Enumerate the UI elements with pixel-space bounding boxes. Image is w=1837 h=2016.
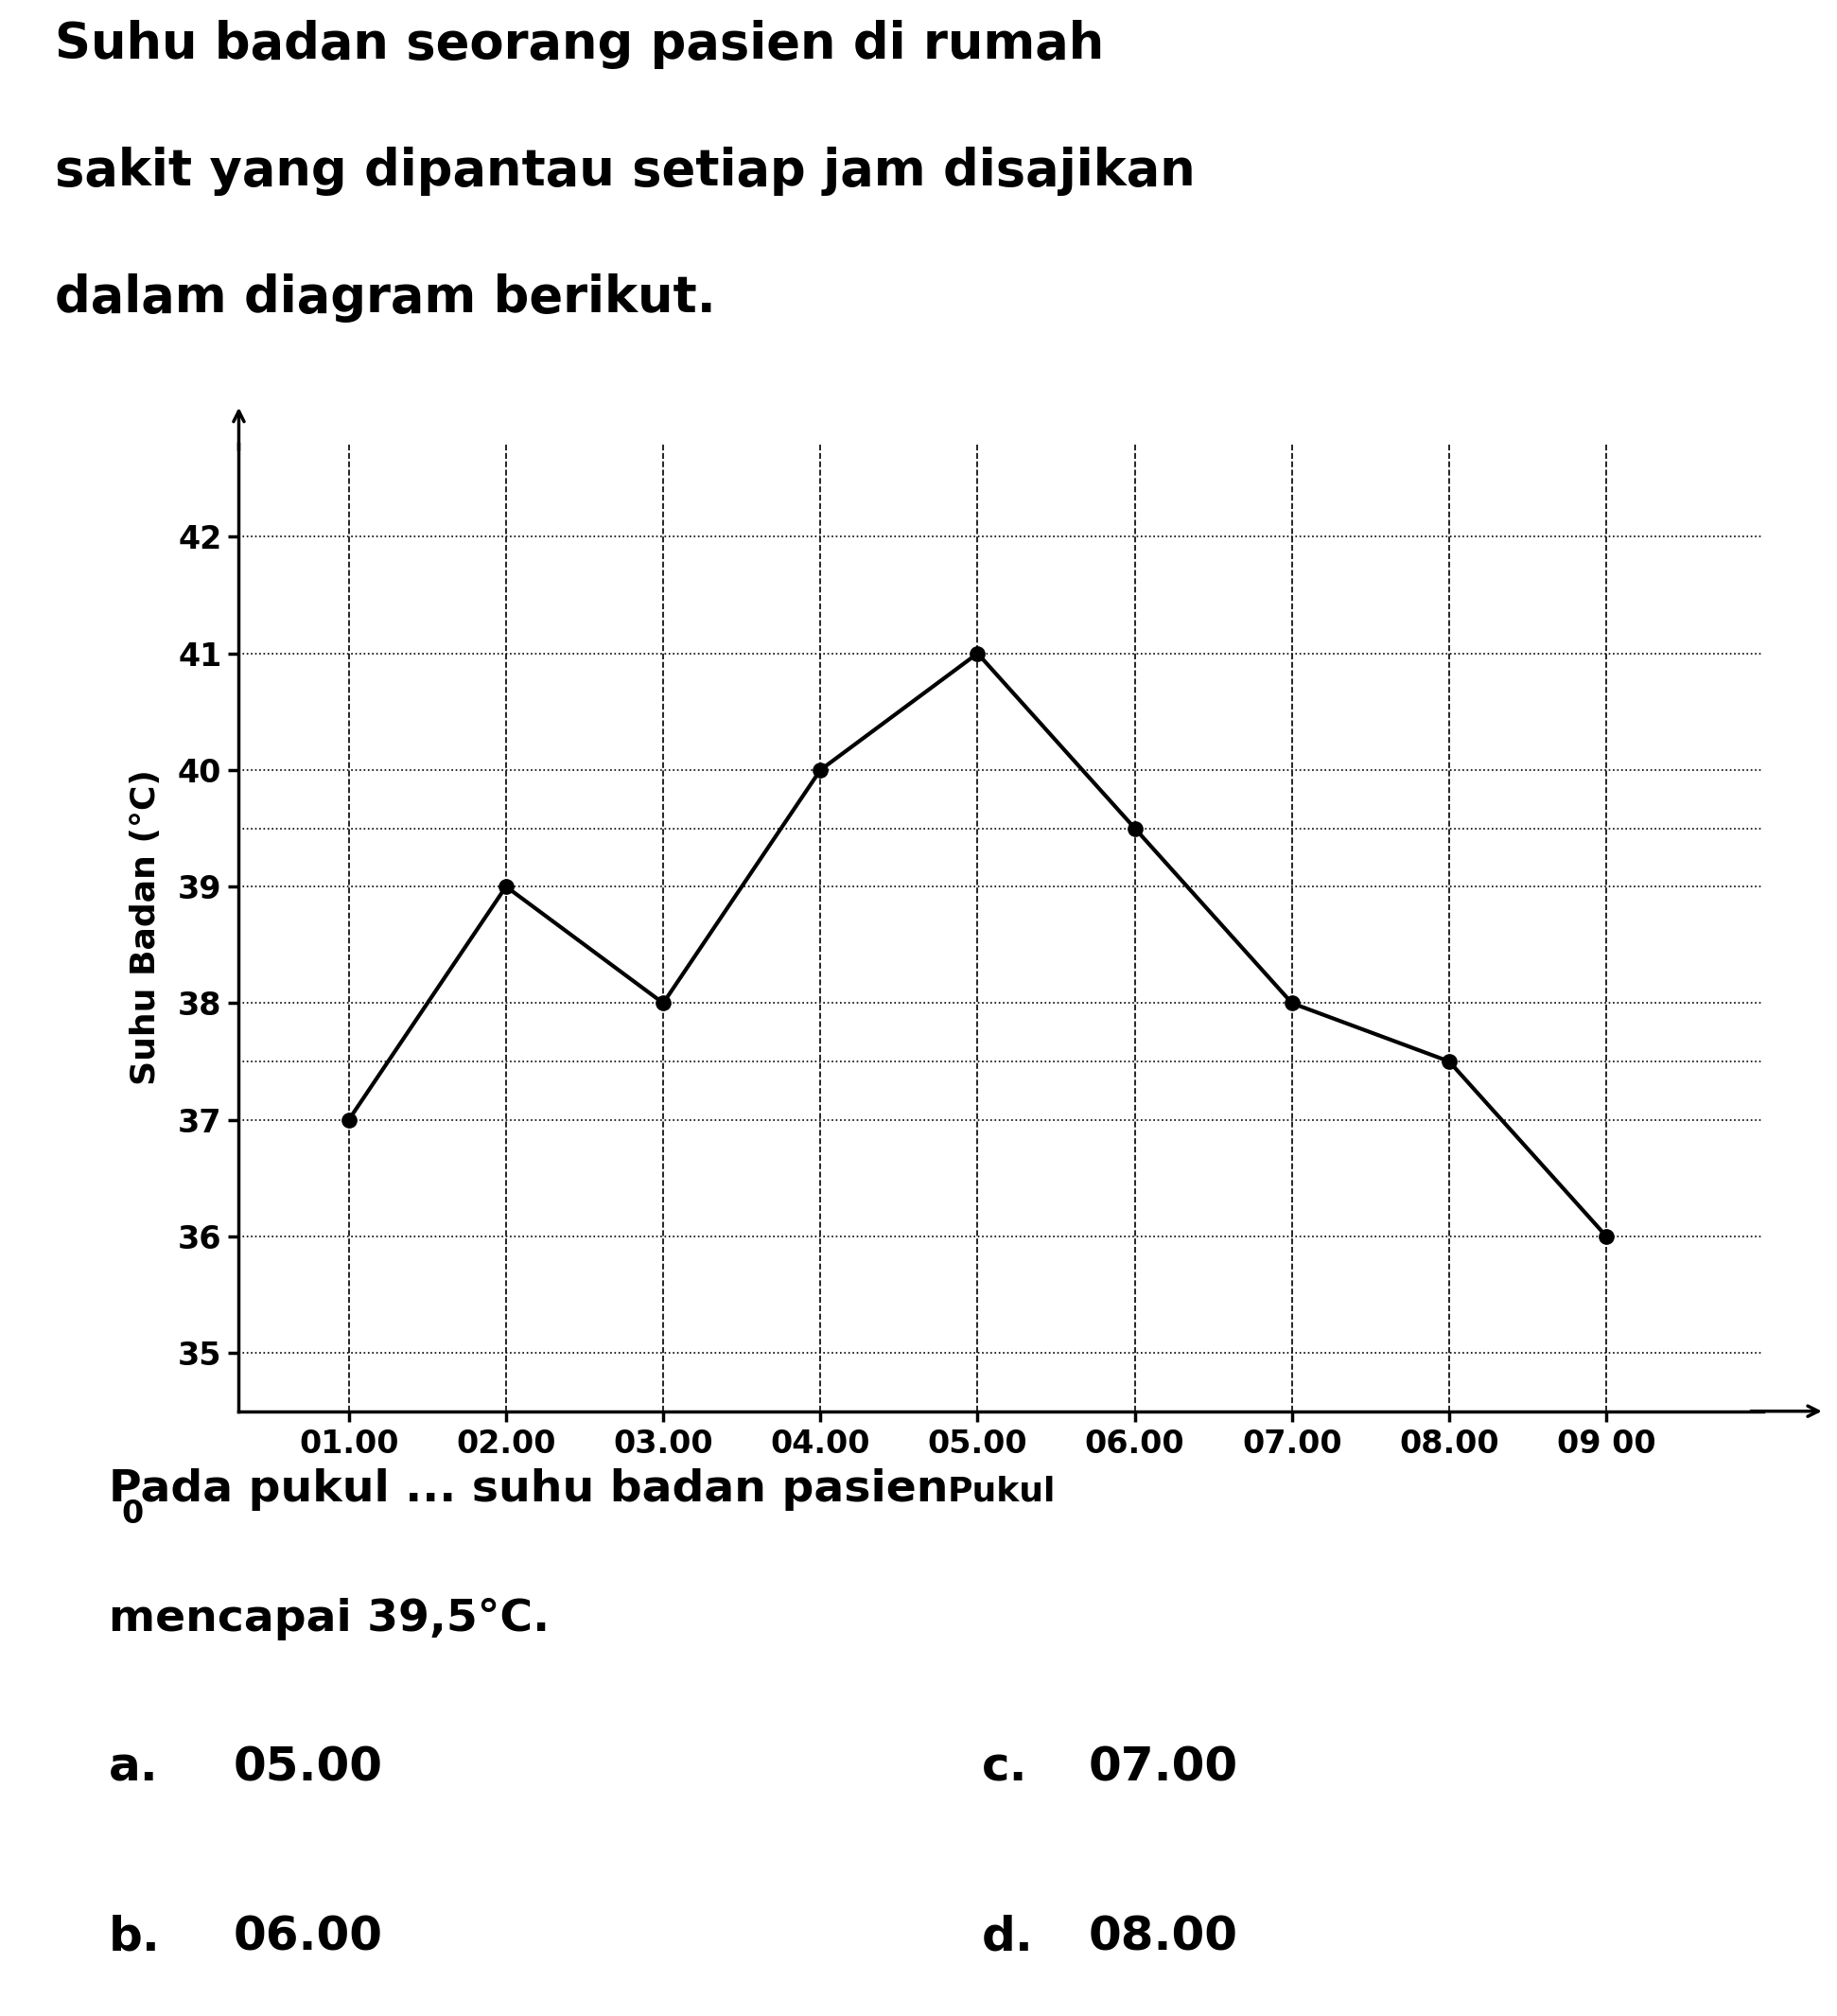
Text: b.: b. <box>108 1915 160 1960</box>
Text: d.: d. <box>981 1915 1034 1960</box>
Text: a.: a. <box>108 1746 158 1790</box>
Text: c.: c. <box>981 1746 1027 1790</box>
X-axis label: Pukul: Pukul <box>948 1476 1054 1508</box>
Text: 0: 0 <box>121 1498 143 1530</box>
Text: sakit yang dipantau setiap jam disajikan: sakit yang dipantau setiap jam disajikan <box>55 147 1196 196</box>
Text: 05.00: 05.00 <box>233 1746 382 1790</box>
Text: mencapai 39,5°C.: mencapai 39,5°C. <box>108 1599 549 1641</box>
Text: 07.00: 07.00 <box>1089 1746 1238 1790</box>
Text: dalam diagram berikut.: dalam diagram berikut. <box>55 272 716 323</box>
Text: Pada pukul ... suhu badan pasien: Pada pukul ... suhu badan pasien <box>108 1468 948 1512</box>
Text: 08.00: 08.00 <box>1089 1915 1238 1960</box>
Text: 06.00: 06.00 <box>233 1915 382 1960</box>
Text: Suhu badan seorang pasien di rumah: Suhu badan seorang pasien di rumah <box>55 20 1104 69</box>
Y-axis label: Suhu Badan (°C): Suhu Badan (°C) <box>130 770 162 1085</box>
